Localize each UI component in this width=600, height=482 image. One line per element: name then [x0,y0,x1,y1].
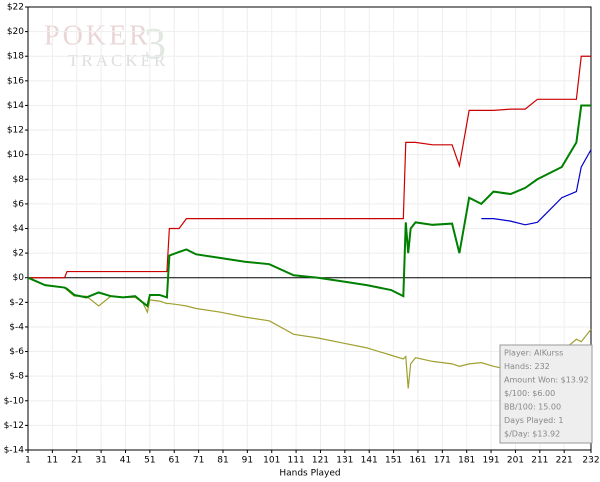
info-box-bg [499,344,593,444]
x-tick-label: 111 [288,456,305,466]
x-tick-label: 121 [312,456,329,466]
y-tick-label: $16 [7,76,24,86]
series-line [481,149,592,226]
y-tick-label: $12 [7,126,24,136]
x-tick-label: 161 [409,456,426,466]
logo-word: TRACKER [68,51,168,70]
y-tick-label: $-12 [4,421,24,431]
y-tick-label: $-2 [9,298,24,308]
info-line: BB/100: 15.00 [504,403,561,412]
x-tick-label: 151 [385,456,402,466]
logo: POKER 3 TRACKER [44,19,168,70]
x-tick-label: 191 [482,456,499,466]
y-tick-label: $2 [13,249,24,259]
x-tick-label: 91 [242,456,253,466]
x-tick-label: 131 [336,456,353,466]
info-line: Hands: 232 [504,362,550,371]
info-line: Player: AlKurss [504,349,563,358]
y-tick-label: $6 [13,199,25,209]
y-tick-label: $20 [7,27,24,37]
y-tick-label: $-8 [9,372,24,382]
info-box: Player: AlKurss Hands: 232 Amount Won: $13… [499,344,593,444]
x-tick-label: 201 [507,456,524,466]
info-line: Days Played: 1 [504,416,564,425]
x-tick-label: 101 [263,456,280,466]
x-tick-label: 11 [47,456,58,466]
plot-frame [27,6,592,451]
y-tick-label: $22 [7,3,24,13]
x-axis-label: Hands Played [279,469,340,479]
y-tick-label: $18 [7,52,24,62]
x-tick-label: 81 [217,456,228,466]
y-tick-label: $0 [13,273,25,283]
x-tick-label: 181 [458,456,475,466]
x-tick-label: 232 [582,456,599,466]
y-tick-label: $8 [13,175,25,185]
x-tick-label: 41 [120,456,131,466]
x-tick-label: 221 [556,456,573,466]
info-line: $/100: $6.00 [504,389,555,398]
x-tick-label: 31 [95,456,106,466]
info-line: Amount Won: $13.92 [504,376,589,385]
series-line [27,104,591,308]
x-tick-label: 51 [144,456,155,466]
info-line: $/Day: $13.92 [504,430,560,439]
y-tick-label: $-14 [4,446,25,456]
x-tick-label: 171 [434,456,451,466]
y-tick-label: $-6 [9,347,24,357]
x-tick-label: 141 [361,456,378,466]
x-tick-label: 21 [71,456,82,466]
y-tick-label: $4 [13,224,25,234]
y-tick-label: $-4 [9,322,24,332]
x-tick-label: 1 [25,456,31,466]
y-tick-label: $-10 [4,396,25,406]
x-tick-label: 211 [531,456,548,466]
logo-word: POKER [44,20,151,51]
series-line [28,55,591,279]
y-tick-label: $10 [7,150,24,160]
x-tick-label: 61 [169,456,180,466]
x-tick-label: 71 [193,456,204,466]
y-tick-label: $14 [7,101,24,111]
